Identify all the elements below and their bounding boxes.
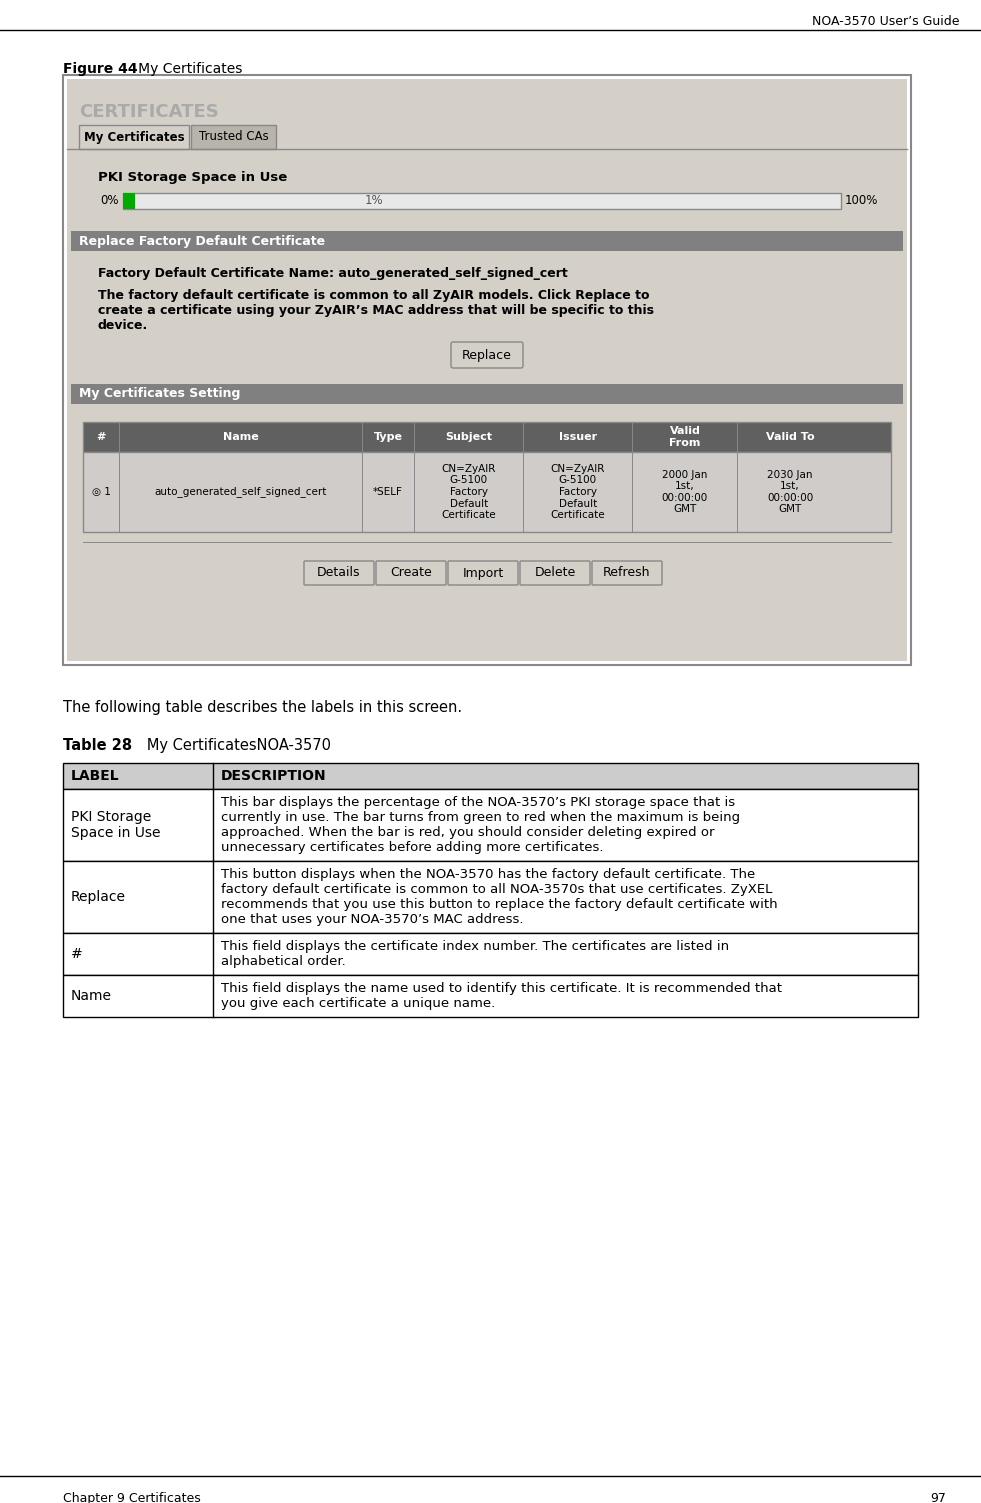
Text: DESCRIPTION: DESCRIPTION — [221, 770, 327, 783]
Text: My Certificates: My Certificates — [125, 62, 242, 77]
Bar — [79, 125, 189, 149]
Text: Figure 44: Figure 44 — [63, 62, 137, 77]
Text: PKI Storage
Space in Use: PKI Storage Space in Use — [71, 810, 161, 840]
Bar — [83, 422, 891, 452]
Bar — [71, 231, 903, 251]
Text: Replace: Replace — [462, 349, 512, 362]
FancyBboxPatch shape — [520, 561, 590, 585]
Text: The factory default certificate is common to all ZyAIR models. Click Replace to: The factory default certificate is commo… — [98, 289, 649, 302]
Bar — [67, 80, 907, 661]
Text: 2000 Jan
1st,
00:00:00
GMT: 2000 Jan 1st, 00:00:00 GMT — [662, 469, 708, 514]
Text: My CertificatesNOA-3570: My CertificatesNOA-3570 — [133, 738, 331, 753]
Bar — [63, 861, 918, 933]
Text: This field displays the name used to identify this certificate. It is recommende: This field displays the name used to ide… — [221, 981, 782, 1010]
Bar — [191, 125, 276, 149]
Text: Import: Import — [462, 567, 503, 580]
Text: Factory Default Certificate Name: auto_generated_self_signed_cert: Factory Default Certificate Name: auto_g… — [98, 268, 568, 280]
Text: ◎ 1: ◎ 1 — [92, 487, 111, 497]
Text: 0%: 0% — [100, 194, 119, 207]
Text: 100%: 100% — [845, 194, 878, 207]
Text: Issuer: Issuer — [559, 431, 597, 442]
Text: device.: device. — [98, 319, 148, 332]
Text: NOA-3570 User’s Guide: NOA-3570 User’s Guide — [812, 15, 960, 29]
Text: Refresh: Refresh — [603, 567, 650, 580]
FancyBboxPatch shape — [376, 561, 446, 585]
Bar — [63, 975, 918, 1018]
Text: Trusted CAs: Trusted CAs — [198, 131, 269, 143]
Text: PKI Storage Space in Use: PKI Storage Space in Use — [98, 171, 287, 183]
Bar — [123, 192, 841, 209]
Text: CN=ZyAIR
G-5100
Factory
Default
Certificate: CN=ZyAIR G-5100 Factory Default Certific… — [550, 464, 605, 520]
Text: 1%: 1% — [365, 194, 384, 207]
Text: LABEL: LABEL — [71, 770, 120, 783]
FancyBboxPatch shape — [592, 561, 662, 585]
Bar — [63, 789, 918, 861]
Bar — [63, 764, 918, 789]
Text: auto_generated_self_signed_cert: auto_generated_self_signed_cert — [154, 487, 327, 497]
Bar — [63, 75, 911, 664]
Text: 2030 Jan
1st,
00:00:00
GMT: 2030 Jan 1st, 00:00:00 GMT — [767, 469, 813, 514]
Text: Name: Name — [223, 431, 258, 442]
Text: Details: Details — [317, 567, 361, 580]
Bar — [71, 383, 903, 404]
Text: Replace Factory Default Certificate: Replace Factory Default Certificate — [79, 234, 325, 248]
Text: Subject: Subject — [445, 431, 492, 442]
Text: create a certificate using your ZyAIR’s MAC address that will be specific to thi: create a certificate using your ZyAIR’s … — [98, 304, 654, 317]
Text: Valid
From: Valid From — [669, 427, 700, 448]
Text: #: # — [96, 431, 106, 442]
Text: Table 28: Table 28 — [63, 738, 132, 753]
Text: This bar displays the percentage of the NOA-3570’s PKI storage space that is
cur: This bar displays the percentage of the … — [221, 797, 740, 854]
Bar — [83, 452, 891, 532]
Text: 97: 97 — [930, 1492, 946, 1503]
Text: The following table describes the labels in this screen.: The following table describes the labels… — [63, 700, 462, 715]
Text: This field displays the certificate index number. The certificates are listed in: This field displays the certificate inde… — [221, 939, 729, 968]
Text: Create: Create — [390, 567, 432, 580]
Text: CERTIFICATES: CERTIFICATES — [79, 104, 219, 122]
Text: CN=ZyAIR
G-5100
Factory
Default
Certificate: CN=ZyAIR G-5100 Factory Default Certific… — [441, 464, 496, 520]
Text: This button displays when the NOA-3570 has the factory default certificate. The
: This button displays when the NOA-3570 h… — [221, 869, 778, 926]
FancyBboxPatch shape — [448, 561, 518, 585]
Text: *SELF: *SELF — [373, 487, 403, 497]
Text: Replace: Replace — [71, 890, 126, 903]
Text: Type: Type — [374, 431, 402, 442]
Text: Delete: Delete — [535, 567, 576, 580]
Text: Name: Name — [71, 989, 112, 1003]
FancyBboxPatch shape — [304, 561, 374, 585]
FancyBboxPatch shape — [451, 343, 523, 368]
Text: Valid To: Valid To — [766, 431, 814, 442]
Bar — [63, 933, 918, 975]
Text: Chapter 9 Certificates: Chapter 9 Certificates — [63, 1492, 201, 1503]
Text: My Certificates Setting: My Certificates Setting — [79, 388, 240, 400]
Text: #: # — [71, 947, 82, 960]
Text: My Certificates: My Certificates — [83, 131, 184, 143]
Bar — [123, 192, 135, 209]
